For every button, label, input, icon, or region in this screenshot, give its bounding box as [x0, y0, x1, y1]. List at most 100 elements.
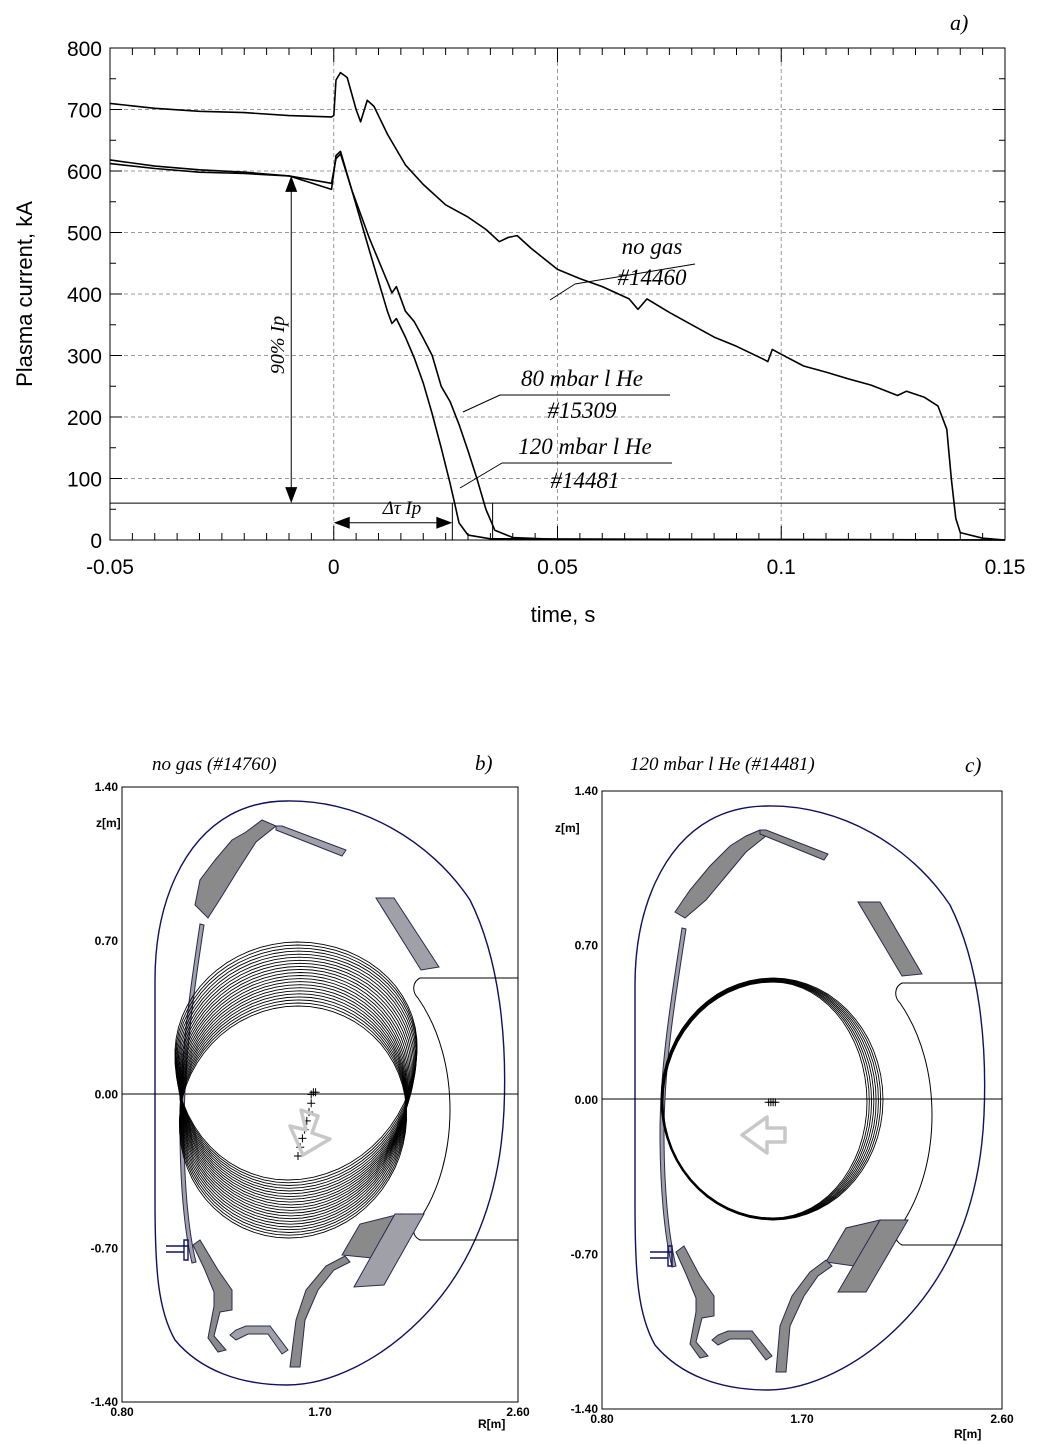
y-axis-label: Plasma current, kA [12, 201, 37, 387]
axis-marker [771, 1098, 780, 1107]
series-group [109, 71, 1006, 541]
y-tick-label: 400 [67, 284, 102, 307]
panel-x-tick-label: 0.80 [110, 1405, 134, 1419]
y-tick-label: 100 [67, 469, 102, 492]
flux-surface [176, 953, 416, 1192]
upper-baffle-tile [194, 819, 277, 919]
y-tick-label: 600 [67, 161, 102, 184]
x-tick-label: 0.1 [767, 556, 796, 579]
panel-b-y-ticks: 1.40 0.70 0.00 -0.70 -1.40 [91, 780, 119, 1409]
equilibrium-panel-helium: 120 mbar l He (#14481) c) z[m] R[m] 1.40… [555, 753, 1014, 1441]
delta-arrow-head-left [333, 516, 350, 529]
panel-b-ylabel: z[m] [96, 816, 121, 830]
he80-pointer [462, 394, 501, 413]
vacuum-vessel [154, 800, 506, 1386]
flux-surface-c [662, 981, 868, 1219]
panel-y-tick-label: -0.70 [571, 1248, 599, 1262]
delta-tau-label: Δτ Ip [382, 498, 422, 519]
panel-c-label: c) [965, 753, 981, 777]
flux-surface [179, 968, 411, 1206]
magnetic-axis-trace-c [764, 1098, 780, 1107]
flux-surfaces-no-gas [174, 941, 418, 1239]
panel-c-xlabel: R[m] [954, 1427, 981, 1441]
x-axis-label: time, s [531, 602, 596, 627]
arrow-head-top [285, 175, 298, 192]
upper-outer-tile [375, 897, 440, 971]
panel-y-tick-label: 0.70 [95, 934, 119, 948]
x-tick-label: -0.05 [86, 556, 134, 579]
lower-divertor-inner [192, 1239, 233, 1353]
no-gas-leader [574, 263, 696, 285]
he80-shot: #15309 [548, 398, 618, 423]
displacement-arrow-c [740, 1115, 787, 1155]
he80-name: 80 mbar l He [521, 366, 643, 391]
y-tick-label: 700 [67, 100, 102, 123]
panel-c-frame [601, 790, 1003, 1410]
panel-b-x-ticks: 0.80 1.70 2.60 [110, 1405, 530, 1419]
t-probe [166, 1239, 189, 1261]
flux-surface [177, 956, 415, 1195]
flux-surface [176, 950, 417, 1189]
lower-divertor-outer-c [775, 1259, 833, 1373]
panel-x-tick-label: 0.80 [590, 1412, 614, 1426]
he120-name: 120 mbar l He [518, 434, 652, 459]
y-tick-label: 300 [67, 346, 102, 369]
port-outline [413, 977, 518, 1241]
lower-outer-tile-2 [353, 1213, 425, 1288]
axis-marker [307, 1099, 316, 1108]
flux-surface [178, 962, 413, 1200]
displacement-arrow [288, 1108, 332, 1157]
upper-plate-tile [275, 825, 347, 857]
flux-surface [177, 959, 414, 1198]
x-tick-label: 0 [328, 556, 340, 579]
t-probe-c [650, 1245, 673, 1267]
panel-a-label: a) [950, 10, 968, 35]
panel-y-tick-label: 0.00 [95, 1088, 119, 1102]
panel-y-tick-label: 1.40 [95, 780, 119, 794]
vacuum-vessel-c [634, 805, 986, 1391]
flux-surface [174, 941, 418, 1181]
panel-y-tick-label: -1.40 [91, 1395, 119, 1409]
delta-arrow-head-right [436, 516, 453, 529]
x-tick-label: 0.05 [537, 556, 578, 579]
no-gas-name: no gas [622, 234, 683, 259]
axis-marker [307, 1090, 316, 1099]
he120-shot: #14481 [551, 468, 620, 493]
panel-y-tick-label: -1.40 [571, 1402, 599, 1416]
plasma-current-chart: a) -0.05 0 0.05 0.1 0.15 0 100 200 300 400 500 600… [12, 10, 1025, 627]
lower-divertor-base-c [711, 1330, 773, 1361]
upper-outer-tile-c [857, 901, 923, 977]
flux-surfaces-helium [660, 977, 884, 1221]
flux-surface [179, 972, 410, 1209]
equilibrium-panel-no-gas: no gas (#14760) b) z[m] R[m] 1.40 0.70 0.0… [91, 751, 530, 1431]
axis-marker [294, 1152, 302, 1160]
panel-x-tick-label: 2.60 [506, 1405, 530, 1419]
y-tick-label: 800 [67, 38, 102, 61]
upper-plate-tile-c [759, 829, 829, 861]
series-line-0 [109, 71, 1006, 541]
arrow-head-bottom [285, 487, 298, 504]
ninety-percent-label: 90% Ip [267, 316, 289, 374]
panel-y-tick-label: 1.40 [575, 784, 599, 798]
flux-surface [179, 975, 409, 1211]
axis-marker [311, 1088, 320, 1097]
panel-b-label: b) [475, 751, 493, 775]
lower-divertor-outer [289, 1255, 351, 1368]
panel-b-title: no gas (#14760) [152, 754, 277, 775]
no-gas-shot: #14460 [618, 265, 688, 290]
lower-divertor-inner-c [675, 1245, 715, 1359]
series-line-2 [109, 153, 1006, 541]
axis-ticks [109, 47, 1006, 541]
flux-surface [175, 947, 418, 1186]
panel-c-y-ticks: 1.40 0.70 0.00 -0.70 -1.40 [571, 784, 599, 1416]
port-outline-c [895, 982, 1002, 1246]
panel-c-x-ticks: 0.80 1.70 2.60 [590, 1412, 1014, 1426]
no-gas-pointer [549, 283, 576, 301]
panel-y-tick-label: 0.00 [575, 1093, 599, 1107]
y-tick-label: 0 [90, 530, 102, 553]
he120-pointer [459, 462, 503, 489]
x-tick-labels: -0.05 0 0.05 0.1 0.15 [86, 556, 1025, 579]
lower-outer-tile-2-c [837, 1219, 909, 1293]
panel-x-tick-label: 2.60 [990, 1412, 1014, 1426]
